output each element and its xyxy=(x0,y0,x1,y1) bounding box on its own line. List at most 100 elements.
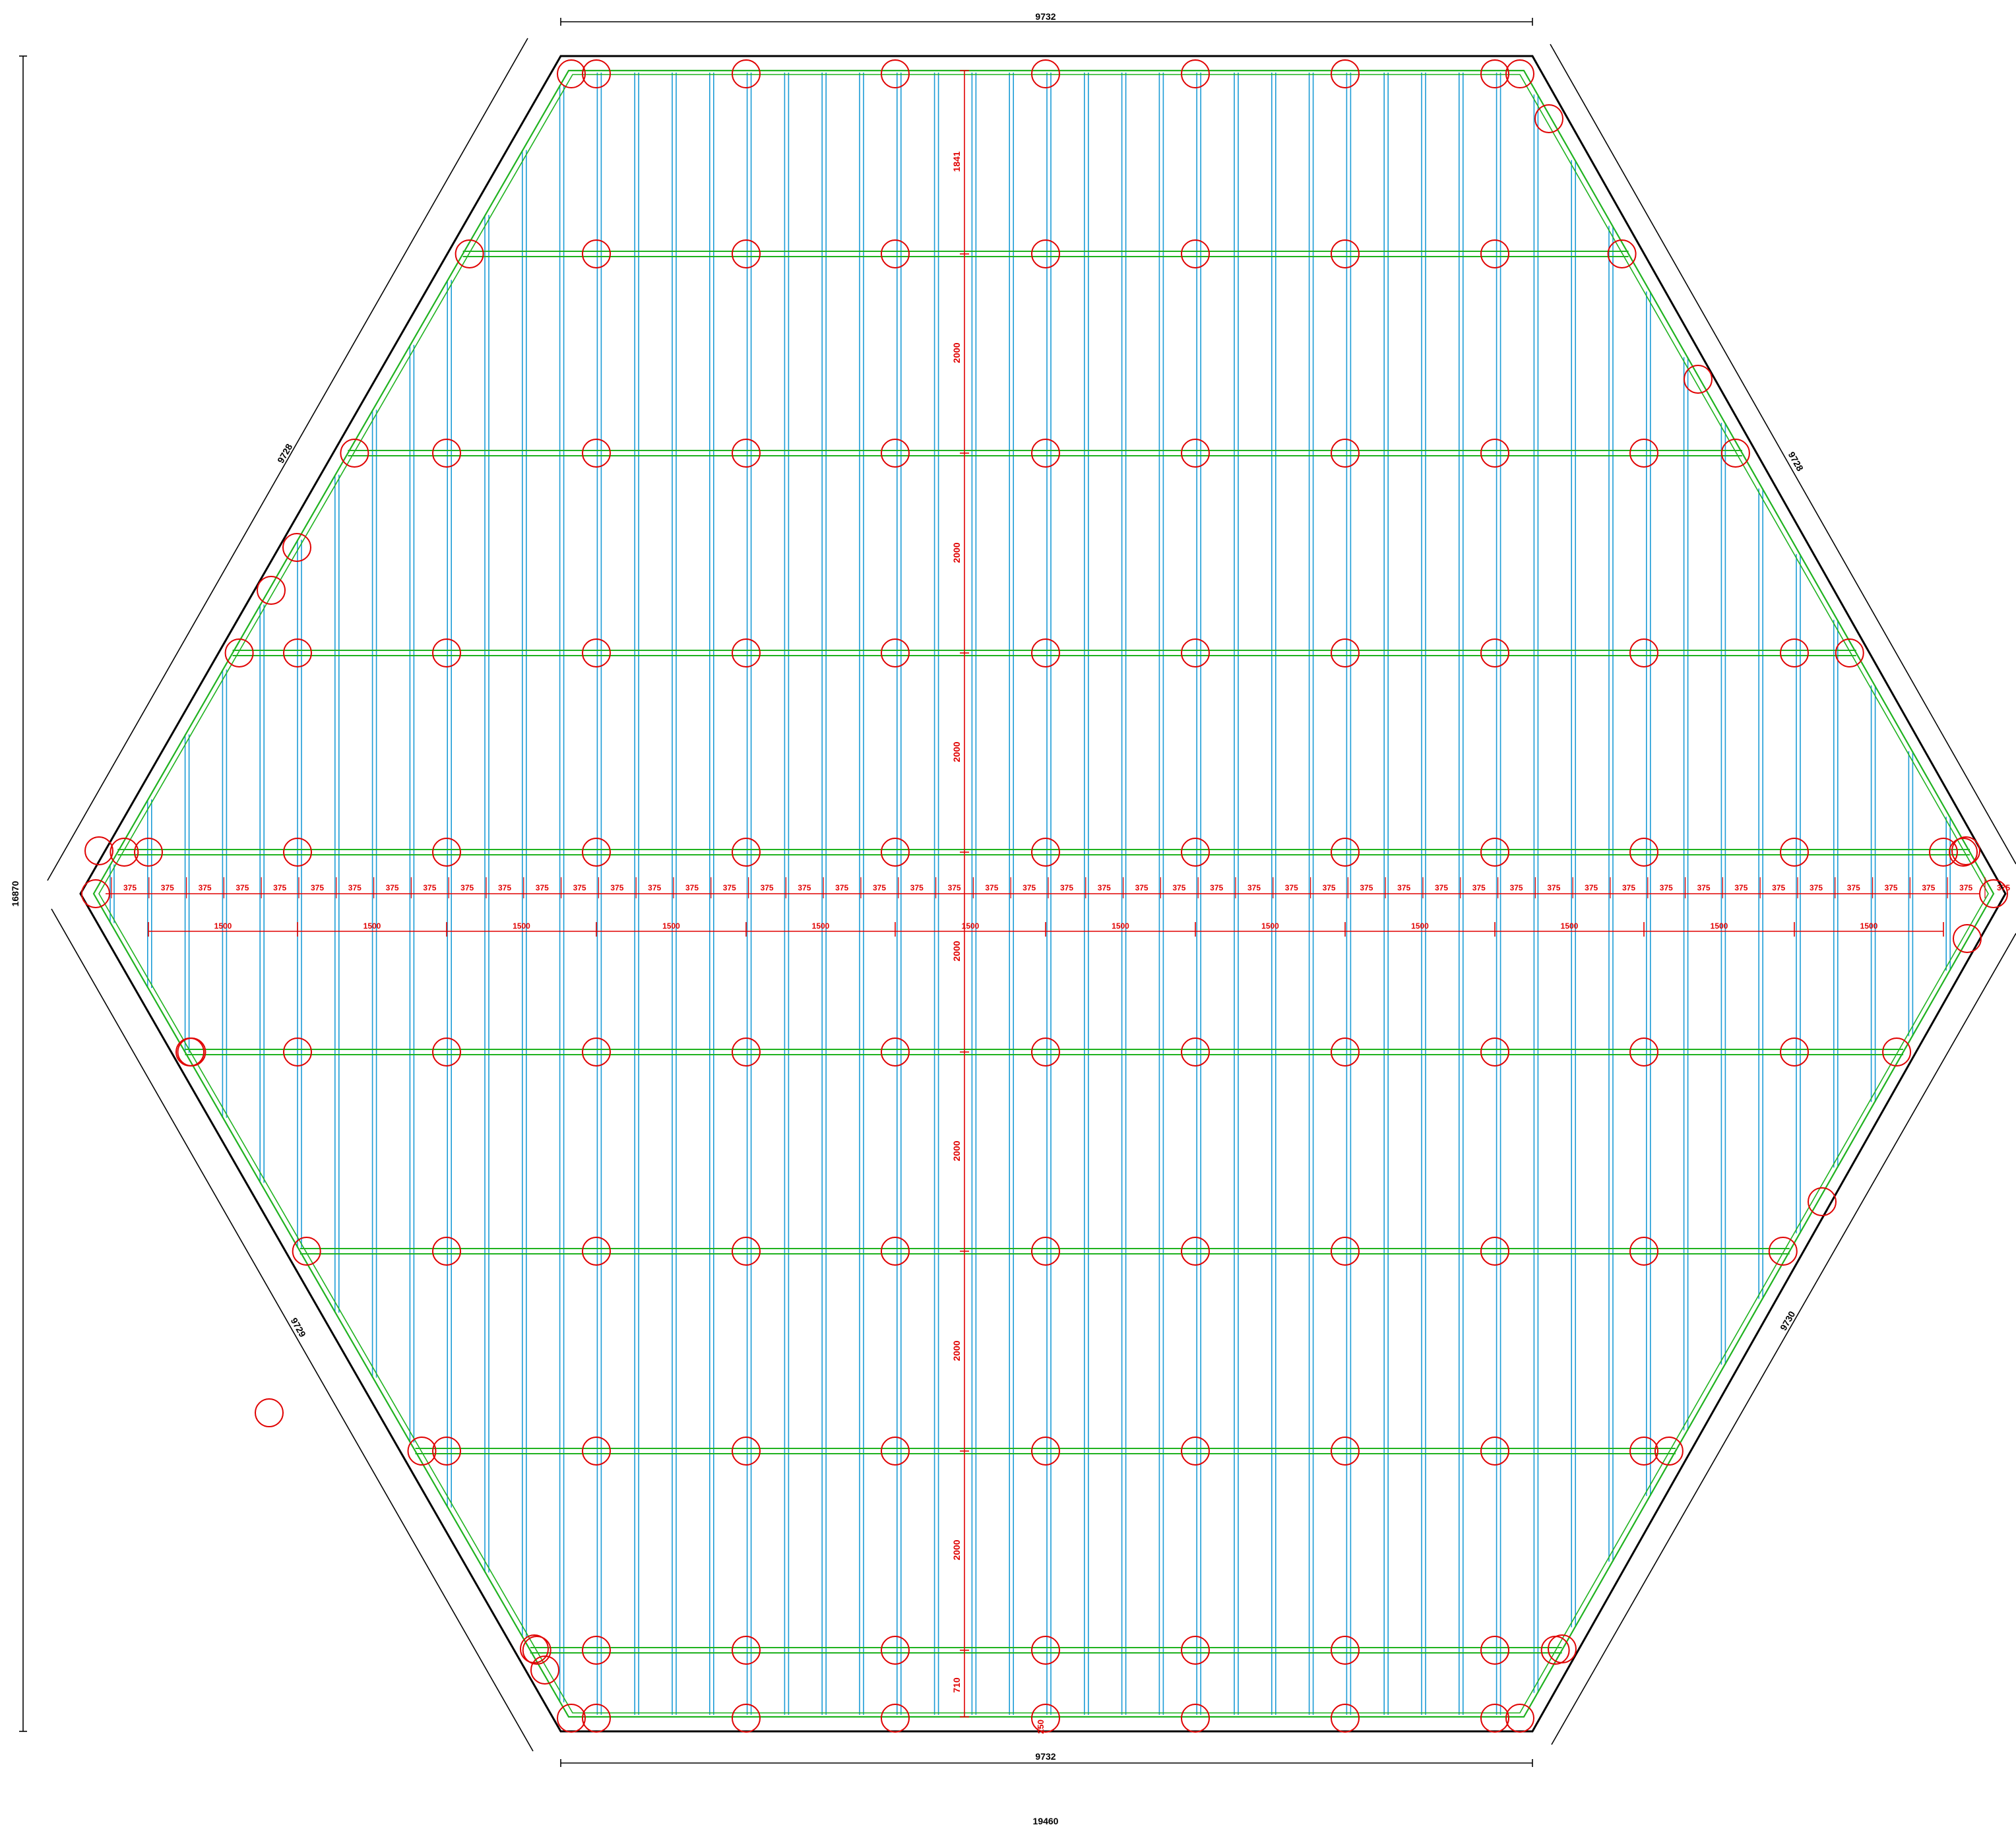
dim-375-label: 375 xyxy=(873,883,886,892)
support-circle xyxy=(732,1636,761,1665)
edge-support-circle xyxy=(520,1634,549,1663)
edge-support-circle xyxy=(1951,836,1980,865)
dim-1500-label: 1500 xyxy=(214,921,232,931)
support-circle xyxy=(1629,1437,1658,1466)
support-circle xyxy=(1031,1437,1060,1466)
dim-375-label: 375 xyxy=(273,883,286,892)
edge-beam-outer xyxy=(92,69,1995,1718)
dim-overall-width-label: 19460 xyxy=(1033,1816,1059,1826)
support-circle xyxy=(1480,1237,1509,1266)
support-circle xyxy=(1629,1037,1658,1067)
support-circle xyxy=(432,1037,461,1067)
edge-support-circle xyxy=(81,879,110,908)
dim-side-lower-left-line xyxy=(51,908,534,1752)
support-circle xyxy=(432,838,461,867)
support-circle xyxy=(283,638,312,667)
dim-bottom-label: 9732 xyxy=(1035,1751,1055,1762)
support-circle xyxy=(1480,1037,1509,1067)
support-circle xyxy=(1181,439,1210,468)
dim-375-label: 375 xyxy=(1397,883,1410,892)
dim-375-label: 375 xyxy=(1997,883,2010,892)
dim-375-label: 375 xyxy=(1622,883,1635,892)
support-circle xyxy=(582,239,611,268)
dim-375-label: 375 xyxy=(1135,883,1149,892)
support-circle xyxy=(1629,439,1658,468)
dim-bottom-offset: 250 xyxy=(1036,1719,1046,1734)
dim-375-label: 375 xyxy=(610,883,623,892)
support-circle xyxy=(1929,838,1958,867)
dim-375-label: 375 xyxy=(1098,883,1111,892)
support-circle xyxy=(732,1037,761,1067)
support-circle xyxy=(1181,1704,1210,1733)
dim-1500-label: 1500 xyxy=(662,921,680,931)
support-circle xyxy=(732,838,761,867)
dim-375-label: 375 xyxy=(835,883,848,892)
dim-side-lower-left-label: 9729 xyxy=(289,1316,309,1339)
edge-support-circle xyxy=(84,836,113,865)
support-circle xyxy=(1629,638,1658,667)
support-circle xyxy=(283,838,312,867)
dim-375-label: 375 xyxy=(1660,883,1673,892)
dim-1500-label: 1500 xyxy=(1860,921,1878,931)
support-circle xyxy=(732,638,761,667)
support-circle xyxy=(1331,1704,1360,1733)
dim-375-label: 375 xyxy=(798,883,811,892)
support-circle xyxy=(582,638,611,667)
edge-support-circle xyxy=(1684,365,1713,394)
support-circle xyxy=(1480,638,1509,667)
support-circle xyxy=(1181,638,1210,667)
support-circle xyxy=(1780,638,1809,667)
edge-support-circle xyxy=(340,439,369,468)
support-circle xyxy=(1181,838,1210,867)
support-circle xyxy=(1629,1237,1658,1266)
support-circle xyxy=(1331,1037,1360,1067)
support-circle xyxy=(582,1437,611,1466)
dim-375-label: 375 xyxy=(161,883,174,892)
support-circle xyxy=(582,1237,611,1266)
edge-beam-inner xyxy=(98,74,1989,1714)
dim-375-label: 375 xyxy=(1172,883,1185,892)
support-circle xyxy=(1480,59,1509,88)
support-circle xyxy=(582,838,611,867)
support-circle xyxy=(1331,838,1360,867)
dim-375-label: 375 xyxy=(1472,883,1486,892)
dim-row-7: 2000 xyxy=(951,1340,962,1361)
edge-support-circle xyxy=(1720,439,1750,468)
support-circle xyxy=(1181,1037,1210,1067)
edge-beam xyxy=(92,69,1995,1718)
dim-375-label: 375 xyxy=(1510,883,1523,892)
support-circle xyxy=(432,1437,461,1466)
edge-support-circle xyxy=(455,239,484,268)
dim-375-label: 375 xyxy=(498,883,511,892)
support-circle xyxy=(1331,1437,1360,1466)
support-circle xyxy=(1480,439,1509,468)
support-circle xyxy=(881,439,910,468)
dim-375-label: 375 xyxy=(948,883,961,892)
dim-375-label: 375 xyxy=(1023,883,1036,892)
support-circle xyxy=(1780,1037,1809,1067)
support-spacing-labels: 1500 1500 1500 1500 1500 1500 1500 1500 1500 1500… xyxy=(214,921,1878,931)
support-circle xyxy=(1331,1237,1360,1266)
support-circle xyxy=(1031,1636,1060,1665)
support-circle xyxy=(1031,1704,1060,1733)
support-circle xyxy=(1181,1437,1210,1466)
dim-side-upper-right-line xyxy=(1550,44,2016,865)
support-circle xyxy=(1480,1437,1509,1466)
support-circle xyxy=(1031,838,1060,867)
support-circle xyxy=(881,1037,910,1067)
edge-support-circle xyxy=(257,576,286,605)
support-circle xyxy=(881,1704,910,1733)
dim-375-label: 375 xyxy=(1772,883,1785,892)
support-circle xyxy=(557,1704,586,1733)
support-posts xyxy=(81,59,2008,1733)
outline-polygon xyxy=(79,55,2007,1733)
support-circle xyxy=(1780,838,1809,867)
dim-1500-label: 1500 xyxy=(363,921,381,931)
dim-375-label: 375 xyxy=(199,883,212,892)
support-circle xyxy=(283,1037,312,1067)
support-circle xyxy=(134,838,163,867)
dim-375-label: 375 xyxy=(123,883,137,892)
support-circle xyxy=(432,1237,461,1266)
dim-row-3: 2000 xyxy=(951,542,962,563)
